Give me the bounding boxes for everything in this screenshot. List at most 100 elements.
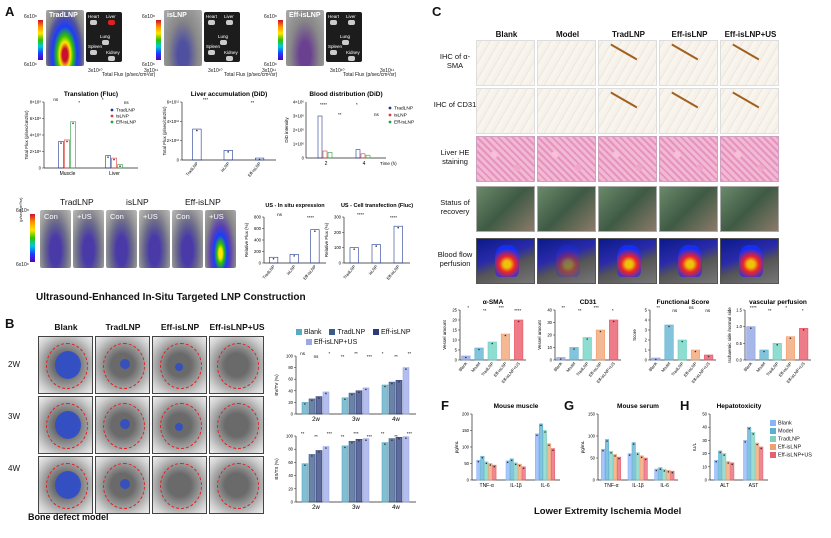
hepatotoxicity-chart: Hepatotoxicity IU/L 0 10 20 30 40 50 ALT AST [692,403,768,489]
bone-ct-image [152,396,207,454]
scale-bottom-label: 6x10⁶ [264,62,277,68]
data-point [489,464,492,466]
y-tick-label: 5 [645,308,648,313]
bar [654,468,659,481]
y-tick-label: 150 [588,412,596,417]
ischemia-image [537,136,596,182]
y-tick-label: 1×10⁶ [293,142,304,147]
y-tick-label: 2 [645,338,648,343]
y-tick-label: 50 [702,412,707,417]
data-point [668,325,670,328]
data-point [681,340,683,343]
significance-mark: ** [338,112,342,117]
ischemia-col-header: Eff-isLNP+US [724,30,777,39]
bar [395,437,403,503]
significance-mark: ns [53,97,59,102]
chart-ylabel: IU/L [692,442,697,451]
stained-vessel [732,43,760,60]
y-tick-label: 100 [286,434,294,439]
data-point [612,320,615,323]
bone-legend-eff-islnp-us: Eff-isLNP+US [314,339,358,346]
chart-title: Hepatotoxicity [717,403,762,410]
organ-spleen-label: Spleen [88,44,103,49]
x-tick-label: isLNP [368,264,379,276]
organ-lung-label: Lung [218,34,229,39]
data-point [391,382,393,385]
data-point [318,397,320,399]
data-point [522,467,525,470]
bar [785,336,796,361]
bone-col-header: Blank [54,322,78,332]
significance-mark: *** [353,431,359,436]
legend-label: Eff-isLNP [394,120,414,126]
bar [714,459,719,481]
y-tick-label: 200 [334,230,342,235]
ischemia-col-header: TradLNP [612,30,645,39]
y-tick-label: 80 [288,447,293,452]
data-point [599,330,602,333]
color-scale-bar [156,20,161,60]
panel-f-label: F [441,398,449,413]
y-tick-label: 20 [288,400,293,405]
flux-label-2: Total Flux (p/sec/cm²/sr) [224,72,278,78]
y-tick-label: 200 [462,412,470,417]
data-point [715,460,717,463]
us-mouse-image: +US [205,210,236,268]
bar [505,460,510,481]
x-tick-label: Liver [109,171,120,177]
chart-ylabel: Ischaemic side /normal side [727,307,732,363]
chart-title: US - Cell transfection (Fluc) [341,203,413,209]
perfusion-spot [678,245,702,277]
y-tick-label: 0 [291,412,294,417]
significance-mark: *** [203,97,209,102]
y-tick-label: 0.0 [736,358,742,363]
y-tick-label: 40 [702,425,707,430]
significance-mark: * [802,308,804,313]
data-point [610,452,612,454]
bar [315,396,323,415]
defect-outline [46,343,88,389]
y-tick-label: 5 [455,348,458,353]
chart-ylabel: Vessel amount [537,319,542,349]
data-point [66,140,68,143]
mouse-group-label: Eff-isLNP [289,12,321,19]
bar [341,445,349,503]
data-point [397,226,399,229]
x-tick-label: 3w [352,505,360,511]
data-point [752,433,754,435]
significance-mark: ** [578,308,582,313]
us-color-scale [30,214,35,262]
y-tick-label: 40 [288,473,293,478]
x-tick-label: Model [565,361,576,373]
ischemia-image [476,186,535,232]
data-point [640,456,643,459]
bar [365,154,371,159]
significance-mark: **** [750,305,757,310]
legend-label: isLNP [394,113,407,119]
x-tick-label: 2 [325,161,328,167]
x-tick-label: ALT [720,483,729,489]
data-point [311,455,313,457]
ischemia-image [720,40,779,86]
x-unit-label: Time (h) [380,161,397,166]
chart-title: US - In situ expression [265,203,325,209]
us-transfection-chart: US - Cell transfection (Fluc) Relative Fl… [324,203,413,281]
mouse-group-label: isLNP [167,12,187,19]
significance-mark: *** [367,354,373,359]
legend-marker [110,108,114,112]
significance-mark: * [382,351,384,356]
significance-mark: ** [314,434,318,439]
bar [322,446,330,503]
data-point [655,469,658,472]
mouse-serum-chart: Mouse serum pg/mL 0 50 100 150 TNF-α IL-1β IL-6 [580,403,678,489]
x-tick-label: Model [660,361,671,373]
us-scale-unit: (p/sec/cm²/sr) [18,197,23,222]
ischemia-col-header: Eff-isLNP [671,30,708,39]
legend-label: isLNP [116,114,129,120]
mouse-image: isLNP [164,10,202,66]
data-point [602,449,604,452]
bar [476,459,481,481]
x-tick-label: Eff-isLNP [247,161,262,178]
